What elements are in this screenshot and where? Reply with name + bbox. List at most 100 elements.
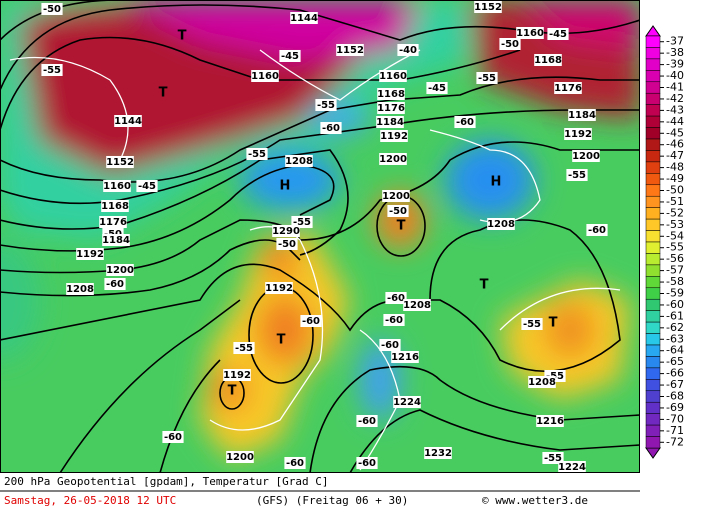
label-bg <box>276 238 298 250</box>
contour-label: -60 <box>385 315 403 326</box>
label-bg <box>101 200 129 212</box>
contour-label: -55 <box>317 100 335 111</box>
label-bg <box>521 318 543 330</box>
label-bg <box>397 44 419 56</box>
pressure-center: T <box>228 384 237 399</box>
label-bg <box>558 461 586 473</box>
colorbar-swatch <box>645 310 661 323</box>
colorbar-swatch <box>645 298 661 311</box>
contour-label: 1144 <box>114 116 142 127</box>
label-bg <box>424 447 452 459</box>
contour-label: 1200 <box>572 151 600 162</box>
label-bg <box>572 150 600 162</box>
contour-label: -55 <box>544 453 562 464</box>
label-bg <box>265 282 293 294</box>
contour-label: 1208 <box>285 156 313 167</box>
colorbar-label: -49 <box>666 172 684 185</box>
colorbar-label: -45 <box>666 126 684 139</box>
label-bg <box>554 82 582 94</box>
colorbar-swatch <box>645 195 661 208</box>
label-bg <box>377 88 405 100</box>
label-bg <box>379 153 407 165</box>
colorbar-label: -44 <box>666 115 684 128</box>
colorbar-swatch <box>645 92 661 105</box>
colorbar-label: -59 <box>666 287 684 300</box>
label-bg <box>387 205 409 217</box>
label-bg <box>379 70 407 82</box>
contour-label: -60 <box>387 293 405 304</box>
colorbar-swatch <box>645 436 661 449</box>
colorbar-swatch <box>645 104 661 117</box>
label-bg <box>41 3 63 15</box>
label-bg <box>104 278 126 290</box>
pressure-center: T <box>480 278 489 293</box>
contour-label: -55 <box>235 343 253 354</box>
colorbar-swatch <box>645 321 661 334</box>
colorbar: -37-38-39-40-41-42-43-44-45-46-47-48-49-… <box>645 25 684 459</box>
label-bg <box>41 64 63 76</box>
contour-label: 1184 <box>376 117 404 128</box>
colorbar-label: -47 <box>666 149 684 162</box>
contour-label: -45 <box>549 29 567 40</box>
colorbar-label: -52 <box>666 206 684 219</box>
contour-label: 1224 <box>558 462 586 473</box>
pressure-center: H <box>280 179 291 194</box>
contour-label: -55 <box>568 170 586 181</box>
label-bg <box>285 155 313 167</box>
colorbar-swatch <box>645 150 661 163</box>
label-bg <box>454 116 476 128</box>
colorbar-swatch <box>645 356 661 369</box>
contour-label: -55 <box>293 217 311 228</box>
colorbar-swatch <box>645 70 661 83</box>
contour-label: 1200 <box>106 265 134 276</box>
label-bg <box>223 369 251 381</box>
contour-label: 1160 <box>379 71 407 82</box>
label-bg <box>403 299 431 311</box>
label-bg <box>536 415 564 427</box>
colorbar-label: -63 <box>666 332 684 345</box>
colorbar-label: -62 <box>666 321 684 334</box>
colorbar-label: -40 <box>666 69 684 82</box>
colorbar-swatch <box>645 173 661 186</box>
colorbar-swatch <box>645 127 661 140</box>
colorbar-label: -66 <box>666 367 684 380</box>
label-bg <box>528 376 556 388</box>
contour-label: -45 <box>138 181 156 192</box>
label-bg <box>499 38 521 50</box>
colorbar-label: -48 <box>666 161 684 174</box>
colorbar-swatch <box>645 35 661 48</box>
contour-label: -50 <box>278 239 296 250</box>
label-bg <box>162 431 184 443</box>
contour-label: -60 <box>456 117 474 128</box>
colorbar-swatch <box>645 207 661 220</box>
label-bg <box>320 122 342 134</box>
colorbar-label: -53 <box>666 218 684 231</box>
label-bg <box>284 457 306 469</box>
colorbar-swatch <box>645 161 661 174</box>
colorbar-label: -65 <box>666 355 684 368</box>
label-bg <box>382 190 410 202</box>
contour-label: 1208 <box>403 300 431 311</box>
contour-label: 1200 <box>382 191 410 202</box>
label-bg <box>516 27 544 39</box>
contour-label: 1192 <box>564 129 592 140</box>
contour-label: 1168 <box>534 55 562 66</box>
contour-label: 1168 <box>101 201 129 212</box>
label-bg <box>106 264 134 276</box>
label-bg <box>568 109 596 121</box>
contour-label: -60 <box>381 340 399 351</box>
label-bg <box>114 115 142 127</box>
contour-label: -50 <box>43 4 61 15</box>
contour-label: -45 <box>428 83 446 94</box>
label-bg <box>566 169 588 181</box>
pressure-center: T <box>397 219 406 234</box>
label-bg <box>99 216 127 228</box>
colorbar-swatch <box>645 344 661 357</box>
colorbar-label: -72 <box>666 435 684 448</box>
colorbar-label: -68 <box>666 390 684 403</box>
pressure-center: T <box>549 316 558 331</box>
contour-label: 1192 <box>76 249 104 260</box>
contour-label: 1176 <box>99 217 127 228</box>
contour-label: 1290 <box>272 226 300 237</box>
